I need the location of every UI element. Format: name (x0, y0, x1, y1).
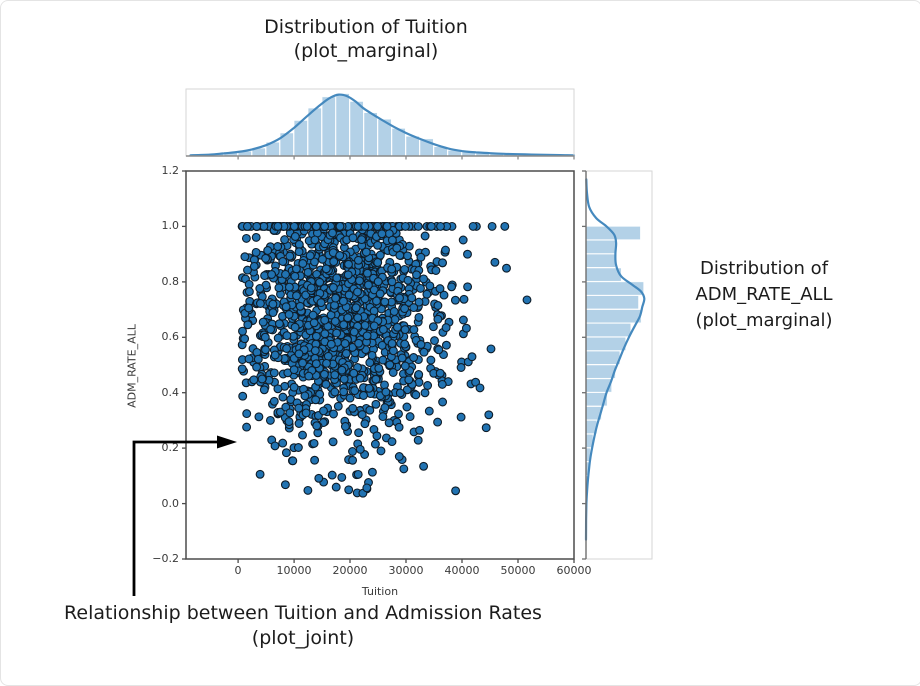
y-tick-label: 0.4 (161, 386, 180, 399)
y-tick-label: 1.2 (161, 164, 180, 177)
x-tick-label: 40000 (444, 564, 480, 577)
right-marginal-title-line1: Distribution of (699, 258, 829, 279)
x-tick-label: 20000 (332, 564, 368, 577)
right-marginal-title-line3: (plot_marginal) (695, 310, 833, 331)
top-marginal-title: Distribution of Tuition (plot_marginal) (204, 15, 528, 63)
joint-title-line2: (plot_joint) (251, 627, 355, 649)
y-axis-label: ADM_RATE_ALL (125, 324, 139, 408)
x-tick-label: 30000 (388, 564, 424, 577)
joint-title: Relationship between Tuition and Admissi… (39, 601, 567, 651)
y-tick-label: 1.0 (161, 219, 180, 232)
x-axis-label: Tuition (361, 585, 399, 598)
x-tick-label: 0 (234, 564, 242, 577)
top-marginal-title-line1: Distribution of Tuition (264, 16, 468, 38)
y-tick-label: 0.2 (161, 441, 180, 454)
x-tick-label: 60000 (556, 564, 592, 577)
y-tick-label: 0.6 (161, 330, 180, 343)
y-tick-label: 0.0 (161, 497, 180, 510)
right-marginal-title-line2: ADM_RATE_ALL (695, 284, 833, 305)
x-tick-label: 10000 (276, 564, 312, 577)
scatter-points (237, 221, 532, 498)
joint-title-line1: Relationship between Tuition and Admissi… (64, 602, 542, 624)
right-marginal-title: Distribution of ADM_RATE_ALL (plot_margi… (661, 256, 867, 334)
y-tick-label: −0.2 (152, 552, 179, 565)
top-marginal-title-line2: (plot_marginal) (293, 40, 439, 62)
x-tick-label: 50000 (500, 564, 536, 577)
y-tick-label: 0.8 (161, 275, 180, 288)
annotation-arrow (132, 435, 237, 596)
